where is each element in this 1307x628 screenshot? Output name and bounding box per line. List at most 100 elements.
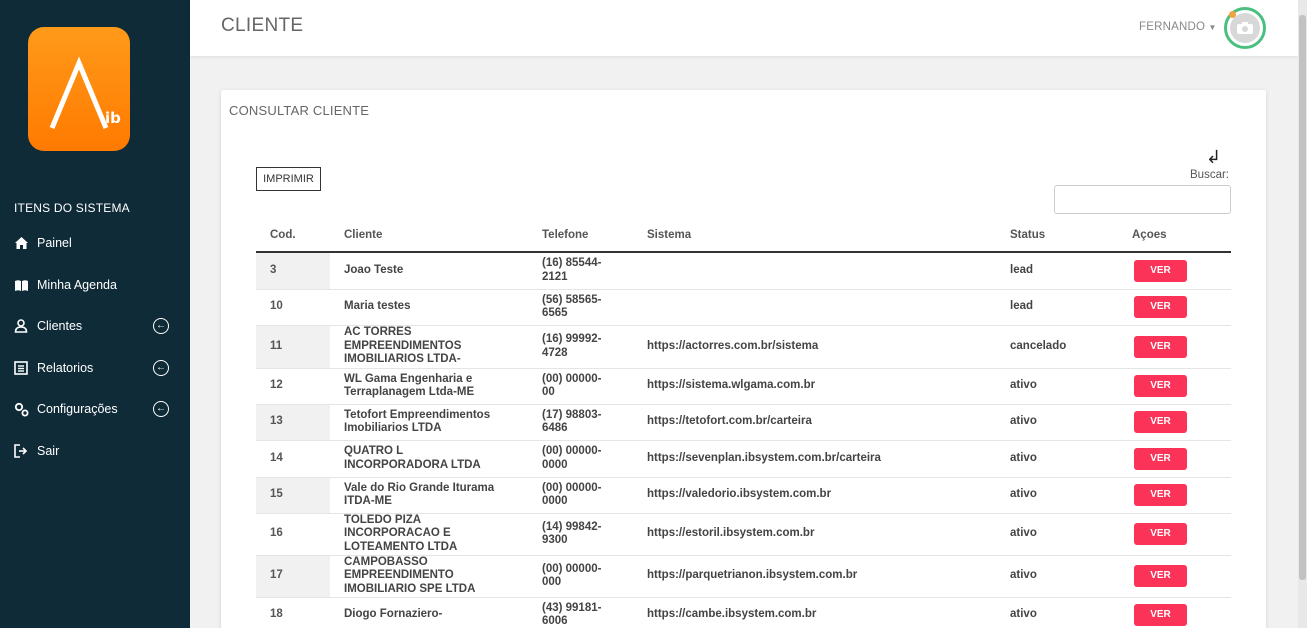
- ver-button[interactable]: VER: [1134, 484, 1187, 506]
- table-row: 14 QUATRO L INCORPORADORA LTDA (00) 00000-…: [256, 440, 1231, 478]
- table-row: 11 AC TORRES EMPREENDIMENTOS IMOBILIARIOS…: [256, 325, 1231, 369]
- table-row: 15 Vale do Rio Grande Iturama ITDA-ME (00)…: [256, 477, 1231, 514]
- header-cliente[interactable]: Cliente: [330, 218, 528, 253]
- page-title: CLIENTE: [221, 15, 304, 36]
- row-status: cancelado: [996, 325, 1118, 369]
- sidebar-item-label: Minha Agenda: [37, 278, 117, 292]
- row-actions: VER: [1118, 513, 1231, 556]
- row-sistema: https://parquetrianon.ibsystem.com.br: [633, 555, 996, 598]
- menu-title: ITENS DO SISTEMA: [14, 201, 130, 215]
- row-status: ativo: [996, 477, 1118, 514]
- expand-arrow-icon[interactable]: ←: [153, 318, 169, 334]
- cogs-icon: [13, 401, 29, 417]
- sidebar-item-label: Sair: [37, 444, 60, 458]
- row-status: ativo: [996, 368, 1118, 405]
- search-label: Buscar:: [1190, 169, 1229, 181]
- row-sistema: https://sistema.wlgama.com.br: [633, 368, 996, 405]
- row-telefone: (16) 99992- 4728: [528, 325, 633, 369]
- page-scrollbar[interactable]: [1298, 0, 1307, 628]
- sidebar-item-sair[interactable]: Sair: [0, 436, 190, 466]
- row-actions: VER: [1118, 404, 1231, 441]
- row-telefone: (00) 00000- 0000: [528, 477, 633, 514]
- row-actions: VER: [1118, 325, 1231, 369]
- ver-button[interactable]: VER: [1134, 604, 1187, 626]
- row-status: lead: [996, 252, 1118, 290]
- ver-button[interactable]: VER: [1134, 447, 1187, 470]
- ver-button[interactable]: VER: [1134, 565, 1187, 587]
- row-sistema: https://cambe.ibsystem.com.br: [633, 597, 996, 628]
- row-status: ativo: [996, 555, 1118, 598]
- scrollbar-thumb[interactable]: [1299, 15, 1306, 580]
- app-logo[interactable]: ib: [28, 27, 130, 151]
- row-sistema: [633, 289, 996, 326]
- ver-button[interactable]: VER: [1134, 335, 1187, 358]
- header-cod[interactable]: Cod.: [256, 218, 330, 253]
- row-actions: VER: [1118, 555, 1231, 598]
- sidebar-item-label: Relatorios: [37, 361, 94, 375]
- consultar-cliente-panel: CONSULTAR CLIENTE IMPRIMIR ↲ Buscar: Cod…: [221, 90, 1266, 628]
- print-button[interactable]: IMPRIMIR: [256, 167, 321, 191]
- ver-button[interactable]: VER: [1134, 523, 1187, 545]
- sidebar-item-configuracoes[interactable]: Configurações ←: [0, 394, 190, 424]
- row-cod: 18: [256, 597, 330, 628]
- table-row: 3 Joao Teste (16) 85544- 2121 lead VER: [256, 252, 1231, 290]
- row-status: ativo: [996, 404, 1118, 441]
- row-actions: VER: [1118, 477, 1231, 514]
- ver-button[interactable]: VER: [1134, 296, 1187, 318]
- row-status: ativo: [996, 513, 1118, 556]
- status-dot: [1229, 11, 1236, 18]
- ver-button[interactable]: VER: [1134, 411, 1187, 433]
- row-actions: VER: [1118, 368, 1231, 405]
- table-row: 10 Maria testes (56) 58565- 6565 lead VER: [256, 289, 1231, 326]
- table-header-row: Cod. Cliente Telefone Sistema Status Aço…: [256, 218, 1231, 253]
- row-cod: 15: [256, 477, 330, 514]
- row-sistema: https://valedorio.ibsystem.com.br: [633, 477, 996, 514]
- sidebar-item-clientes[interactable]: Clientes ←: [0, 311, 190, 341]
- logo-lambda-icon: [49, 56, 109, 129]
- row-cliente: Maria testes: [330, 289, 528, 326]
- row-status: ativo: [996, 597, 1118, 628]
- ver-button[interactable]: VER: [1134, 375, 1187, 397]
- table-row: 13 Tetofort Empreendimentos Imobiliarios …: [256, 404, 1231, 441]
- header-acoes[interactable]: Açoes: [1118, 218, 1231, 253]
- users-icon: [13, 318, 29, 334]
- row-cliente: TOLEDO PIZA INCORPORACAO E LOTEAMENTO LT…: [330, 513, 528, 556]
- table-row: 18 Diogo Fornaziero- (43) 99181- 6006 https…: [256, 597, 1231, 628]
- sidebar-item-painel[interactable]: Painel: [0, 228, 190, 258]
- panel-title: CONSULTAR CLIENTE: [229, 103, 370, 118]
- row-actions: VER: [1118, 440, 1231, 478]
- sidebar-item-label: Clientes: [37, 319, 83, 333]
- expand-arrow-icon[interactable]: ←: [153, 360, 169, 376]
- sidebar-item-relatorios[interactable]: Relatorios ←: [0, 353, 190, 383]
- user-menu-toggle[interactable]: FERNANDO ▼: [1139, 21, 1217, 33]
- sidebar-item-label: Configurações: [37, 402, 118, 416]
- row-cod: 14: [256, 440, 330, 478]
- sidebar: ib ITENS DO SISTEMA Painel Minha Agenda …: [0, 0, 190, 628]
- ver-button[interactable]: VER: [1134, 259, 1187, 282]
- camera-icon: [1230, 13, 1260, 43]
- header-telefone[interactable]: Telefone: [528, 218, 633, 253]
- row-cod: 11: [256, 325, 330, 369]
- header-sistema[interactable]: Sistema: [633, 218, 996, 253]
- table-row: 17 CAMPOBASSO EMPREENDIMENTO IMOBILIARIO …: [256, 555, 1231, 598]
- avatar[interactable]: [1224, 7, 1266, 49]
- row-cliente: WL Gama Engenharia e Terraplanagem Ltda-…: [330, 368, 528, 405]
- row-actions: VER: [1118, 252, 1231, 290]
- expand-arrow-icon[interactable]: ←: [153, 401, 169, 417]
- sidebar-item-minha-agenda[interactable]: Minha Agenda: [0, 270, 190, 300]
- row-cliente: Vale do Rio Grande Iturama ITDA-ME: [330, 477, 528, 514]
- row-cod: 16: [256, 513, 330, 556]
- search-input[interactable]: [1054, 185, 1231, 214]
- row-telefone: (16) 85544- 2121: [528, 252, 633, 290]
- row-telefone: (00) 00000- 00: [528, 368, 633, 405]
- row-cliente: CAMPOBASSO EMPREENDIMENTO IMOBILIARIO SP…: [330, 555, 528, 598]
- return-icon[interactable]: ↲: [1206, 147, 1222, 167]
- header-status[interactable]: Status: [996, 218, 1118, 253]
- row-cod: 3: [256, 252, 330, 290]
- row-cod: 13: [256, 404, 330, 441]
- report-icon: [13, 360, 29, 376]
- caret-down-icon: ▼: [1208, 23, 1217, 32]
- row-cliente: Tetofort Empreendimentos Imobiliarios LT…: [330, 404, 528, 441]
- user-name: FERNANDO: [1139, 21, 1206, 33]
- row-sistema: https://tetofort.com.br/carteira: [633, 404, 996, 441]
